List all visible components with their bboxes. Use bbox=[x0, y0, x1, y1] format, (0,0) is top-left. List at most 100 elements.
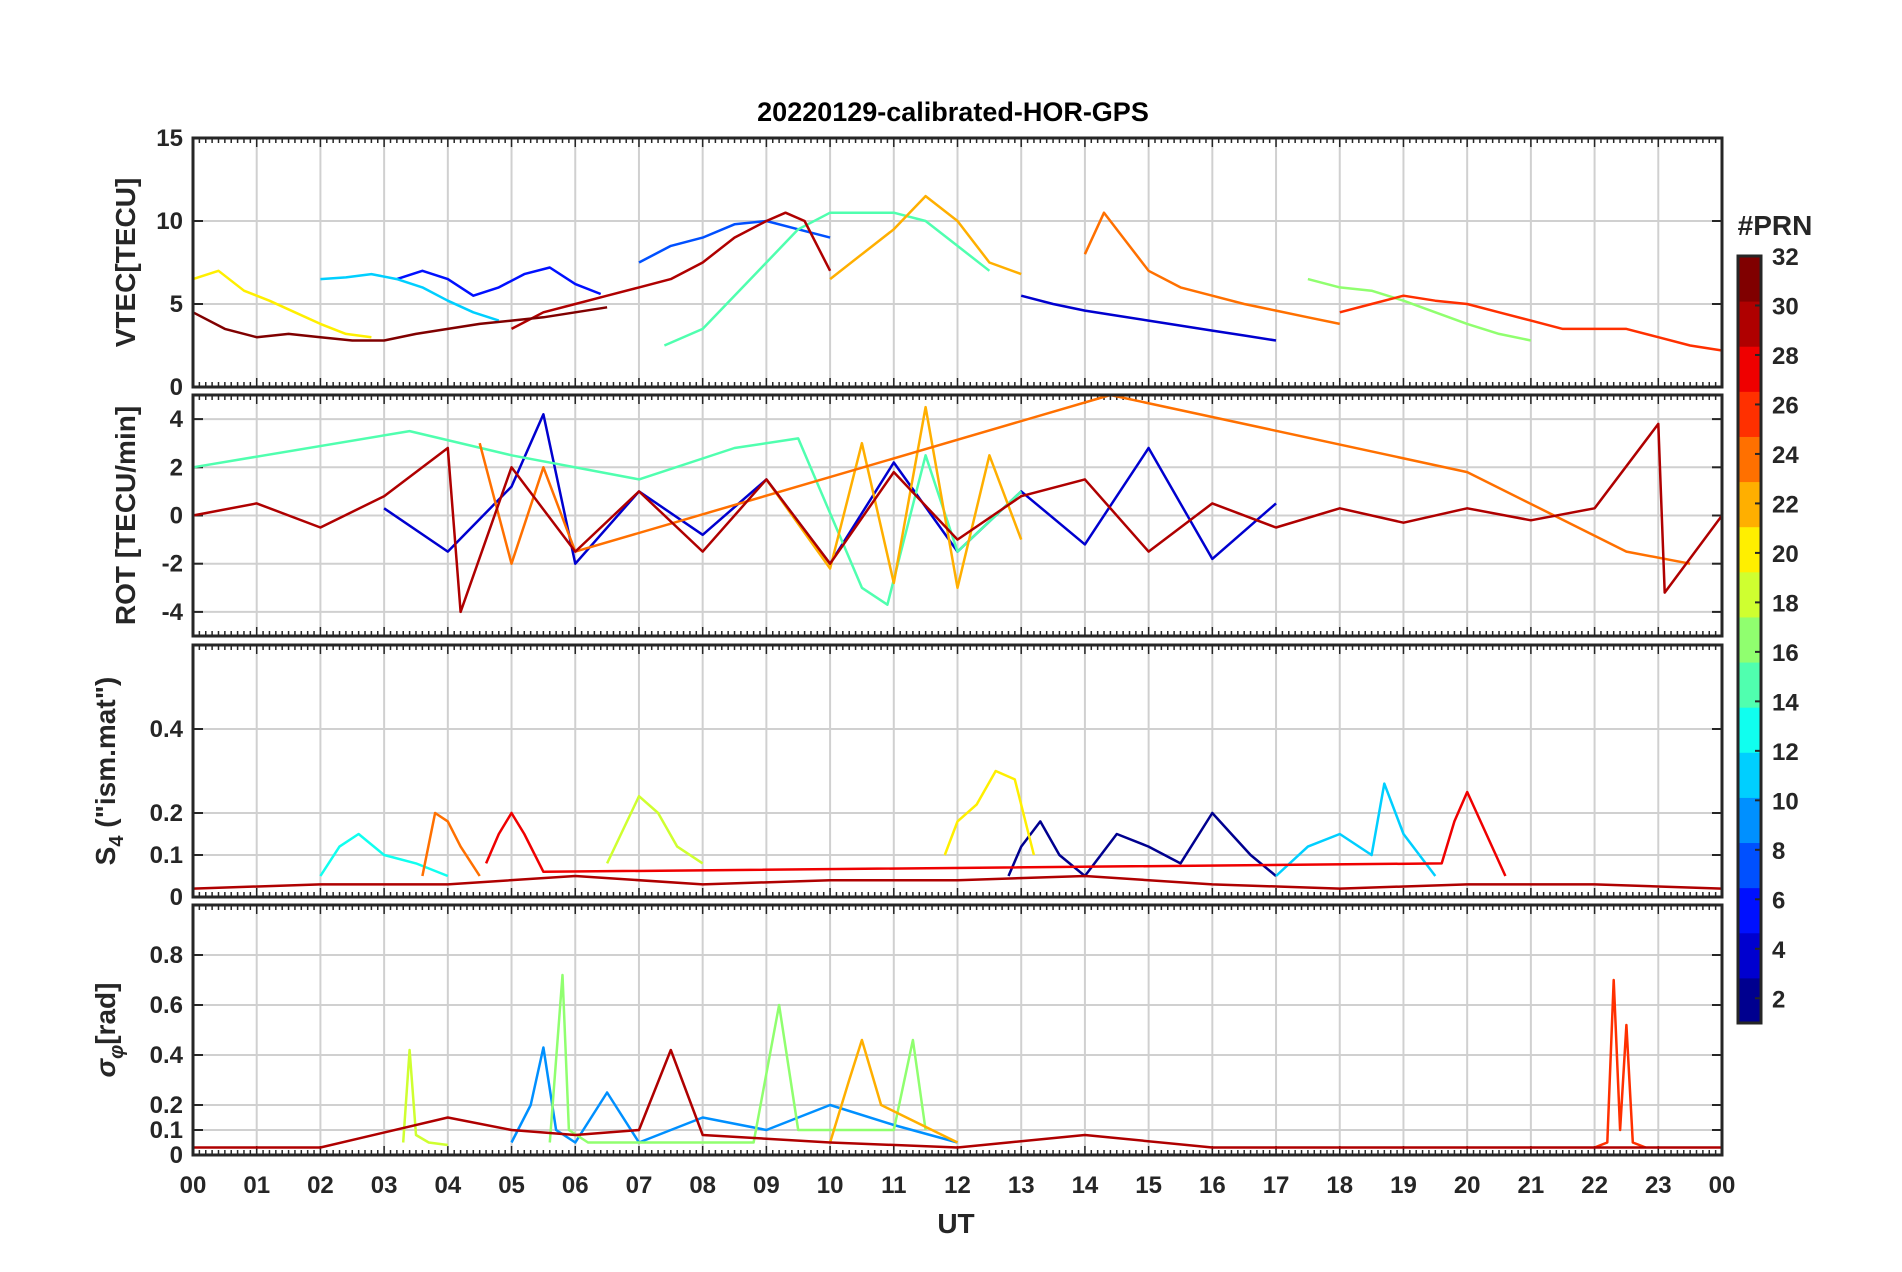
series-group bbox=[192, 194, 1723, 352]
y-axis-label: VTEC[TECU] bbox=[110, 178, 141, 348]
x-tick-label: 12 bbox=[944, 1172, 971, 1199]
y-axis-label-rest: ("ism.mat") bbox=[90, 677, 121, 836]
y-tick-label: 15 bbox=[156, 125, 183, 152]
colorbar-segment bbox=[1738, 977, 1761, 1024]
colorbar-tick-label: 28 bbox=[1772, 343, 1799, 370]
colorbar-segment bbox=[1738, 526, 1761, 573]
colorbar-tick-label: 6 bbox=[1772, 887, 1785, 914]
series-group bbox=[192, 769, 1723, 890]
series-line bbox=[1020, 294, 1277, 342]
series-line bbox=[478, 393, 1691, 565]
panel-vtec: 0 5 10 15 VTEC[TECU] bbox=[110, 125, 1724, 401]
series-line bbox=[1275, 782, 1437, 877]
chart-title: 20220129-calibrated-HOR-GPS bbox=[757, 97, 1149, 127]
x-tick-label: 08 bbox=[689, 1172, 716, 1199]
colorbar-tick-label: 4 bbox=[1772, 937, 1786, 964]
series-line bbox=[320, 272, 500, 322]
x-tick-label: 11 bbox=[881, 1172, 906, 1199]
series-line bbox=[192, 422, 1724, 614]
series-line bbox=[510, 211, 832, 331]
x-tick-label: 03 bbox=[371, 1172, 398, 1199]
x-tick-label: 20 bbox=[1454, 1172, 1481, 1199]
y-tick-label: 0 bbox=[170, 374, 183, 401]
series-line bbox=[765, 405, 1023, 590]
x-tick-label: 02 bbox=[307, 1172, 334, 1199]
colorbar-tick-label: 26 bbox=[1772, 392, 1799, 419]
series-line bbox=[1083, 211, 1341, 326]
x-tick-label: 17 bbox=[1263, 1172, 1290, 1199]
colorbar-segment bbox=[1738, 842, 1761, 889]
x-tick-label: 10 bbox=[817, 1172, 844, 1199]
x-tick-label: 19 bbox=[1390, 1172, 1417, 1199]
series-line bbox=[192, 429, 1023, 606]
colorbar-tick-label: 24 bbox=[1772, 442, 1799, 469]
series-line bbox=[401, 1048, 448, 1147]
colorbar-segment bbox=[1738, 932, 1761, 979]
y-tick-label: -4 bbox=[162, 599, 184, 626]
x-tick-label: 16 bbox=[1199, 1172, 1226, 1199]
colorbar-segment bbox=[1738, 301, 1761, 347]
x-tick-label: 18 bbox=[1326, 1172, 1353, 1199]
colorbar-tick-label: 2 bbox=[1772, 986, 1785, 1013]
series-line bbox=[605, 794, 704, 865]
y-tick-label: 0.4 bbox=[150, 716, 184, 743]
y-tick-label: -2 bbox=[162, 551, 183, 578]
colorbar-segment bbox=[1738, 346, 1761, 392]
x-tick-label: 01 bbox=[243, 1172, 270, 1199]
y-tick-label: 0.2 bbox=[150, 1092, 183, 1119]
colorbar-segment bbox=[1738, 752, 1761, 798]
series-line bbox=[484, 790, 1507, 877]
x-tick-label: 13 bbox=[1008, 1172, 1035, 1199]
y-tick-label: 2 bbox=[170, 454, 183, 481]
x-tick-label: 06 bbox=[562, 1172, 589, 1199]
y-tick-label: 10 bbox=[156, 208, 183, 235]
y-tick-label: 0.1 bbox=[150, 1117, 183, 1144]
colorbar-segment bbox=[1738, 616, 1761, 663]
colorbar-segment bbox=[1738, 391, 1761, 437]
colorbar-tick-label: 10 bbox=[1772, 788, 1799, 815]
x-tick-label: 00 bbox=[180, 1172, 207, 1199]
x-axis-label: UT bbox=[937, 1208, 974, 1239]
x-axis: 00 01 02 03 04 05 06 07 08 09 10 11 12 13 14 15 16 17 18 19… bbox=[180, 1172, 1736, 1199]
series-line bbox=[943, 769, 1036, 856]
panel-frame bbox=[191, 903, 1724, 1157]
colorbar-segment bbox=[1738, 256, 1761, 302]
colorbar-tick-label: 20 bbox=[1772, 541, 1799, 568]
series-line bbox=[396, 266, 602, 297]
colorbar-tick-label: 22 bbox=[1772, 491, 1799, 518]
y-tick-label: 4 bbox=[170, 406, 184, 433]
y-axis-label-subscript: 4 bbox=[106, 835, 128, 847]
x-tick-label: 00 bbox=[1709, 1172, 1736, 1199]
x-tick-label: 05 bbox=[498, 1172, 525, 1199]
y-axis-label-rest: [rad] bbox=[90, 983, 121, 1045]
series-line bbox=[829, 194, 1022, 281]
panel-frame bbox=[191, 393, 1724, 638]
colorbar-tick-label: 32 bbox=[1772, 244, 1799, 271]
series-line bbox=[1007, 811, 1277, 878]
y-tick-label: 0.2 bbox=[150, 800, 183, 827]
colorbar-segment bbox=[1738, 436, 1761, 483]
colorbar-segment bbox=[1738, 707, 1761, 753]
colorbar-segment bbox=[1738, 797, 1761, 844]
colorbar-tick-label: 18 bbox=[1772, 590, 1799, 617]
series-line bbox=[193, 1048, 1722, 1149]
y-tick-label: 5 bbox=[170, 291, 183, 318]
x-tick-label: 21 bbox=[1518, 1172, 1545, 1199]
colorbar-segment bbox=[1738, 481, 1761, 528]
series-line bbox=[192, 269, 372, 339]
colorbar-segment bbox=[1738, 662, 1761, 708]
series-group bbox=[192, 393, 1724, 614]
panel-sigma-phi: 00.10.2 0.4 0.6 0.8 σφ[rad] bbox=[90, 903, 1724, 1169]
series-line bbox=[319, 832, 449, 878]
colorbar-tick-label: 12 bbox=[1772, 739, 1799, 766]
x-tick-label: 09 bbox=[753, 1172, 780, 1199]
panel-frame bbox=[191, 136, 1724, 389]
x-tick-label: 07 bbox=[626, 1172, 653, 1199]
series-line bbox=[192, 306, 608, 342]
y-axis-label-subscript: φ bbox=[106, 1045, 128, 1059]
y-tick-label: 0.6 bbox=[150, 992, 183, 1019]
y-tick-label: 0.1 bbox=[150, 842, 183, 869]
y-axis-label: S4 ("ism.mat") bbox=[90, 677, 128, 866]
